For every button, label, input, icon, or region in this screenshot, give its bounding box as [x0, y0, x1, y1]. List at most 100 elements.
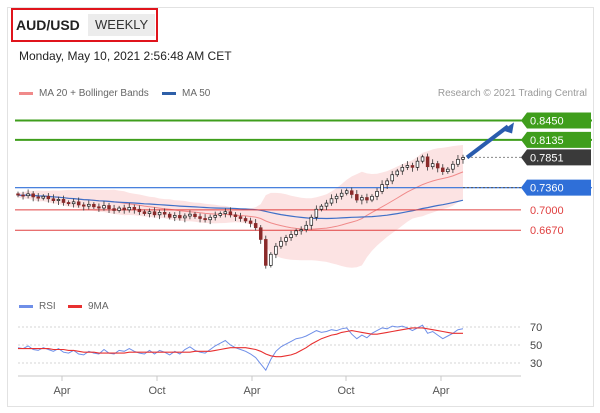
candle-body [385, 180, 389, 185]
candle-body [51, 198, 56, 201]
candle-body [208, 216, 212, 221]
candle-body [451, 163, 455, 170]
rsi-tick-label: 70 [530, 322, 542, 334]
legend-ma50-label: MA 50 [182, 88, 211, 99]
rsi-9ma-line [18, 327, 463, 358]
candle-body [264, 239, 268, 266]
x-tick-label: Apr [243, 385, 260, 397]
candle-body [193, 213, 197, 217]
legend-bollinger: MA 20 + Bollinger Bands [19, 88, 149, 99]
level-tag [521, 112, 591, 129]
chart-frame [7, 7, 594, 407]
candle-body [344, 190, 349, 194]
candle-body [309, 216, 314, 226]
candle-body [461, 157, 465, 160]
level-tag [521, 179, 591, 196]
candle-body [248, 220, 253, 224]
x-tick-label: Apr [432, 385, 449, 397]
level-label: 0.6670 [530, 225, 564, 237]
candle-body [380, 184, 384, 192]
candle-body [102, 205, 106, 209]
candle-body [157, 211, 162, 216]
candle-body [213, 215, 217, 218]
candle-body [16, 193, 20, 196]
candle-body [294, 230, 298, 235]
candle-body [41, 195, 46, 199]
candle-body [435, 163, 440, 169]
candle-body [183, 215, 187, 219]
rsi-tick-label: 30 [530, 358, 542, 370]
candle-body [319, 205, 324, 210]
candle-body [107, 205, 111, 209]
period-selector[interactable]: WEEKLY [88, 14, 156, 36]
level-tag [521, 131, 591, 148]
candle-body [142, 211, 147, 214]
candle-body [218, 213, 223, 216]
candle-body [97, 206, 101, 209]
candle-body [21, 194, 25, 197]
candle-body [167, 213, 172, 218]
candle-body [395, 170, 400, 176]
timestamp: Monday, May 10, 2021 2:56:48 AM CET [19, 49, 232, 63]
candle-body [279, 240, 283, 247]
candle-body [81, 204, 86, 207]
candle-body [304, 224, 308, 230]
candle-body [36, 196, 40, 199]
candle-body [339, 192, 344, 197]
bollinger-swatch [19, 92, 33, 95]
candle-body [430, 163, 435, 168]
projection-arrow-head [502, 122, 515, 134]
candle-body [188, 213, 192, 217]
candle-body [56, 199, 61, 201]
ma50-line [17, 194, 464, 220]
candle-body [334, 195, 339, 200]
candle-body [415, 160, 420, 168]
level-label: 0.7000 [530, 205, 564, 217]
candle-body [46, 195, 51, 200]
candle-body [243, 218, 248, 222]
legend-ma50: MA 50 [162, 88, 210, 99]
candle-body [400, 166, 405, 172]
candle-body [289, 234, 293, 238]
candle-body [117, 207, 121, 211]
candle-body [360, 197, 364, 201]
candle-body [71, 201, 76, 205]
candle-body [441, 167, 445, 173]
legend-rsi-label: RSI [39, 301, 56, 312]
candle-body [137, 208, 142, 213]
9ma-swatch [68, 305, 82, 308]
ma50-swatch [162, 92, 176, 95]
candle-body [76, 201, 81, 206]
candle-body [223, 211, 228, 214]
candle-body [269, 253, 273, 266]
candle-body [122, 207, 126, 211]
candle-body [456, 158, 460, 165]
candle-body [314, 208, 319, 218]
level-label: 0.8135 [530, 135, 564, 147]
rsi-swatch [19, 305, 33, 308]
candle-body [203, 218, 207, 221]
candle-body [350, 190, 354, 195]
bollinger-band [18, 145, 463, 268]
legend-rsi: RSI [19, 301, 56, 312]
candle-body [390, 174, 394, 182]
candle-body [405, 165, 410, 168]
candle-body [425, 156, 430, 168]
candle-body [61, 199, 66, 203]
candle-body [66, 202, 71, 205]
candle-body [370, 195, 374, 201]
legend-9ma: 9MA [68, 301, 109, 312]
candle-body [178, 215, 182, 219]
candle-body [284, 237, 288, 242]
candle-body [92, 203, 96, 208]
candle-body [127, 207, 131, 211]
x-tick-label: Oct [337, 385, 354, 397]
instrument-header [11, 8, 158, 42]
candle-body [198, 216, 202, 219]
x-tick-label: Oct [148, 385, 165, 397]
candle-body [31, 193, 35, 198]
legend-9ma-label: 9MA [88, 301, 109, 312]
candle-body [162, 211, 167, 215]
candle-body [228, 211, 233, 216]
